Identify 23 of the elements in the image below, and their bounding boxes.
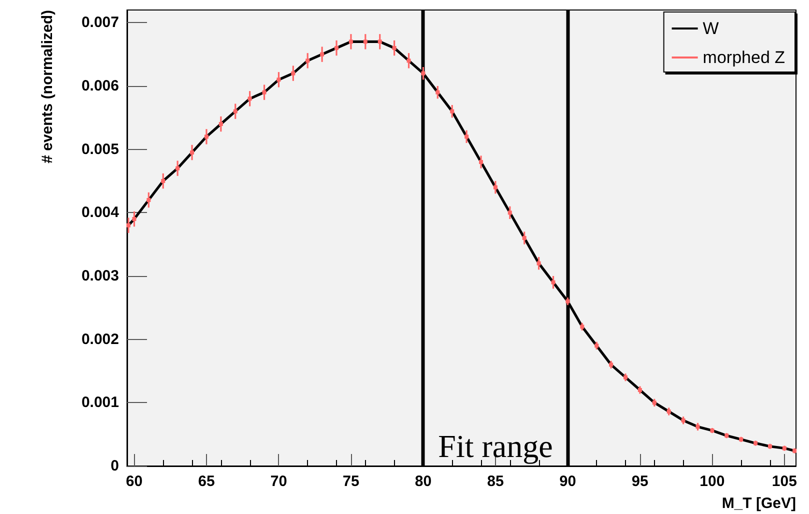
x-tick-label: 105	[772, 473, 797, 490]
x-tick-label: 100	[700, 473, 725, 490]
x-tick-label: 95	[632, 473, 648, 490]
x-tick-label: 60	[126, 473, 143, 490]
x-tick-label: 90	[559, 473, 576, 490]
y-tick-label: 0.005	[81, 140, 119, 158]
y-tick-label: 0.006	[81, 78, 119, 94]
y-tick-label: 0.007	[81, 14, 119, 32]
x-tick-label: 75	[342, 473, 360, 490]
x-axis-title: M_T [GeV]	[722, 495, 796, 512]
legend-label: morphed Z	[702, 48, 785, 67]
y-tick-label: 0.004	[81, 204, 120, 222]
x-tick-label: 80	[414, 473, 432, 490]
x-tick-label: 70	[270, 473, 288, 490]
x-tick-label: 85	[487, 473, 504, 490]
x-tick-label: 65	[198, 473, 215, 490]
legend-label: W	[702, 19, 719, 38]
y-tick-label: 0	[110, 458, 119, 474]
y-tick-label: 0.001	[81, 394, 119, 412]
y-axis-title: # events (normalized)	[39, 10, 56, 164]
y-tick-label: 0.003	[81, 268, 119, 284]
y-tick-label: 0.002	[81, 330, 119, 348]
annotation: Fit range	[438, 428, 553, 464]
